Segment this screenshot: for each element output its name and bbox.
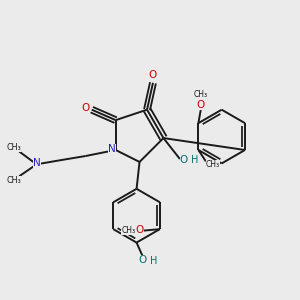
Text: CH₃: CH₃: [206, 160, 220, 169]
Text: O: O: [180, 155, 188, 165]
Text: O: O: [138, 256, 147, 266]
Text: CH₃: CH₃: [122, 226, 136, 235]
Text: CH₃: CH₃: [7, 176, 21, 185]
Text: CH₃: CH₃: [7, 142, 21, 152]
Text: CH₃: CH₃: [194, 90, 208, 99]
Text: O: O: [197, 100, 205, 110]
Text: O: O: [135, 225, 144, 235]
Text: N: N: [108, 144, 116, 154]
Text: H: H: [190, 155, 198, 166]
Text: N: N: [33, 158, 41, 168]
Text: O: O: [81, 103, 89, 113]
Text: O: O: [149, 70, 157, 80]
Text: H: H: [150, 256, 158, 266]
